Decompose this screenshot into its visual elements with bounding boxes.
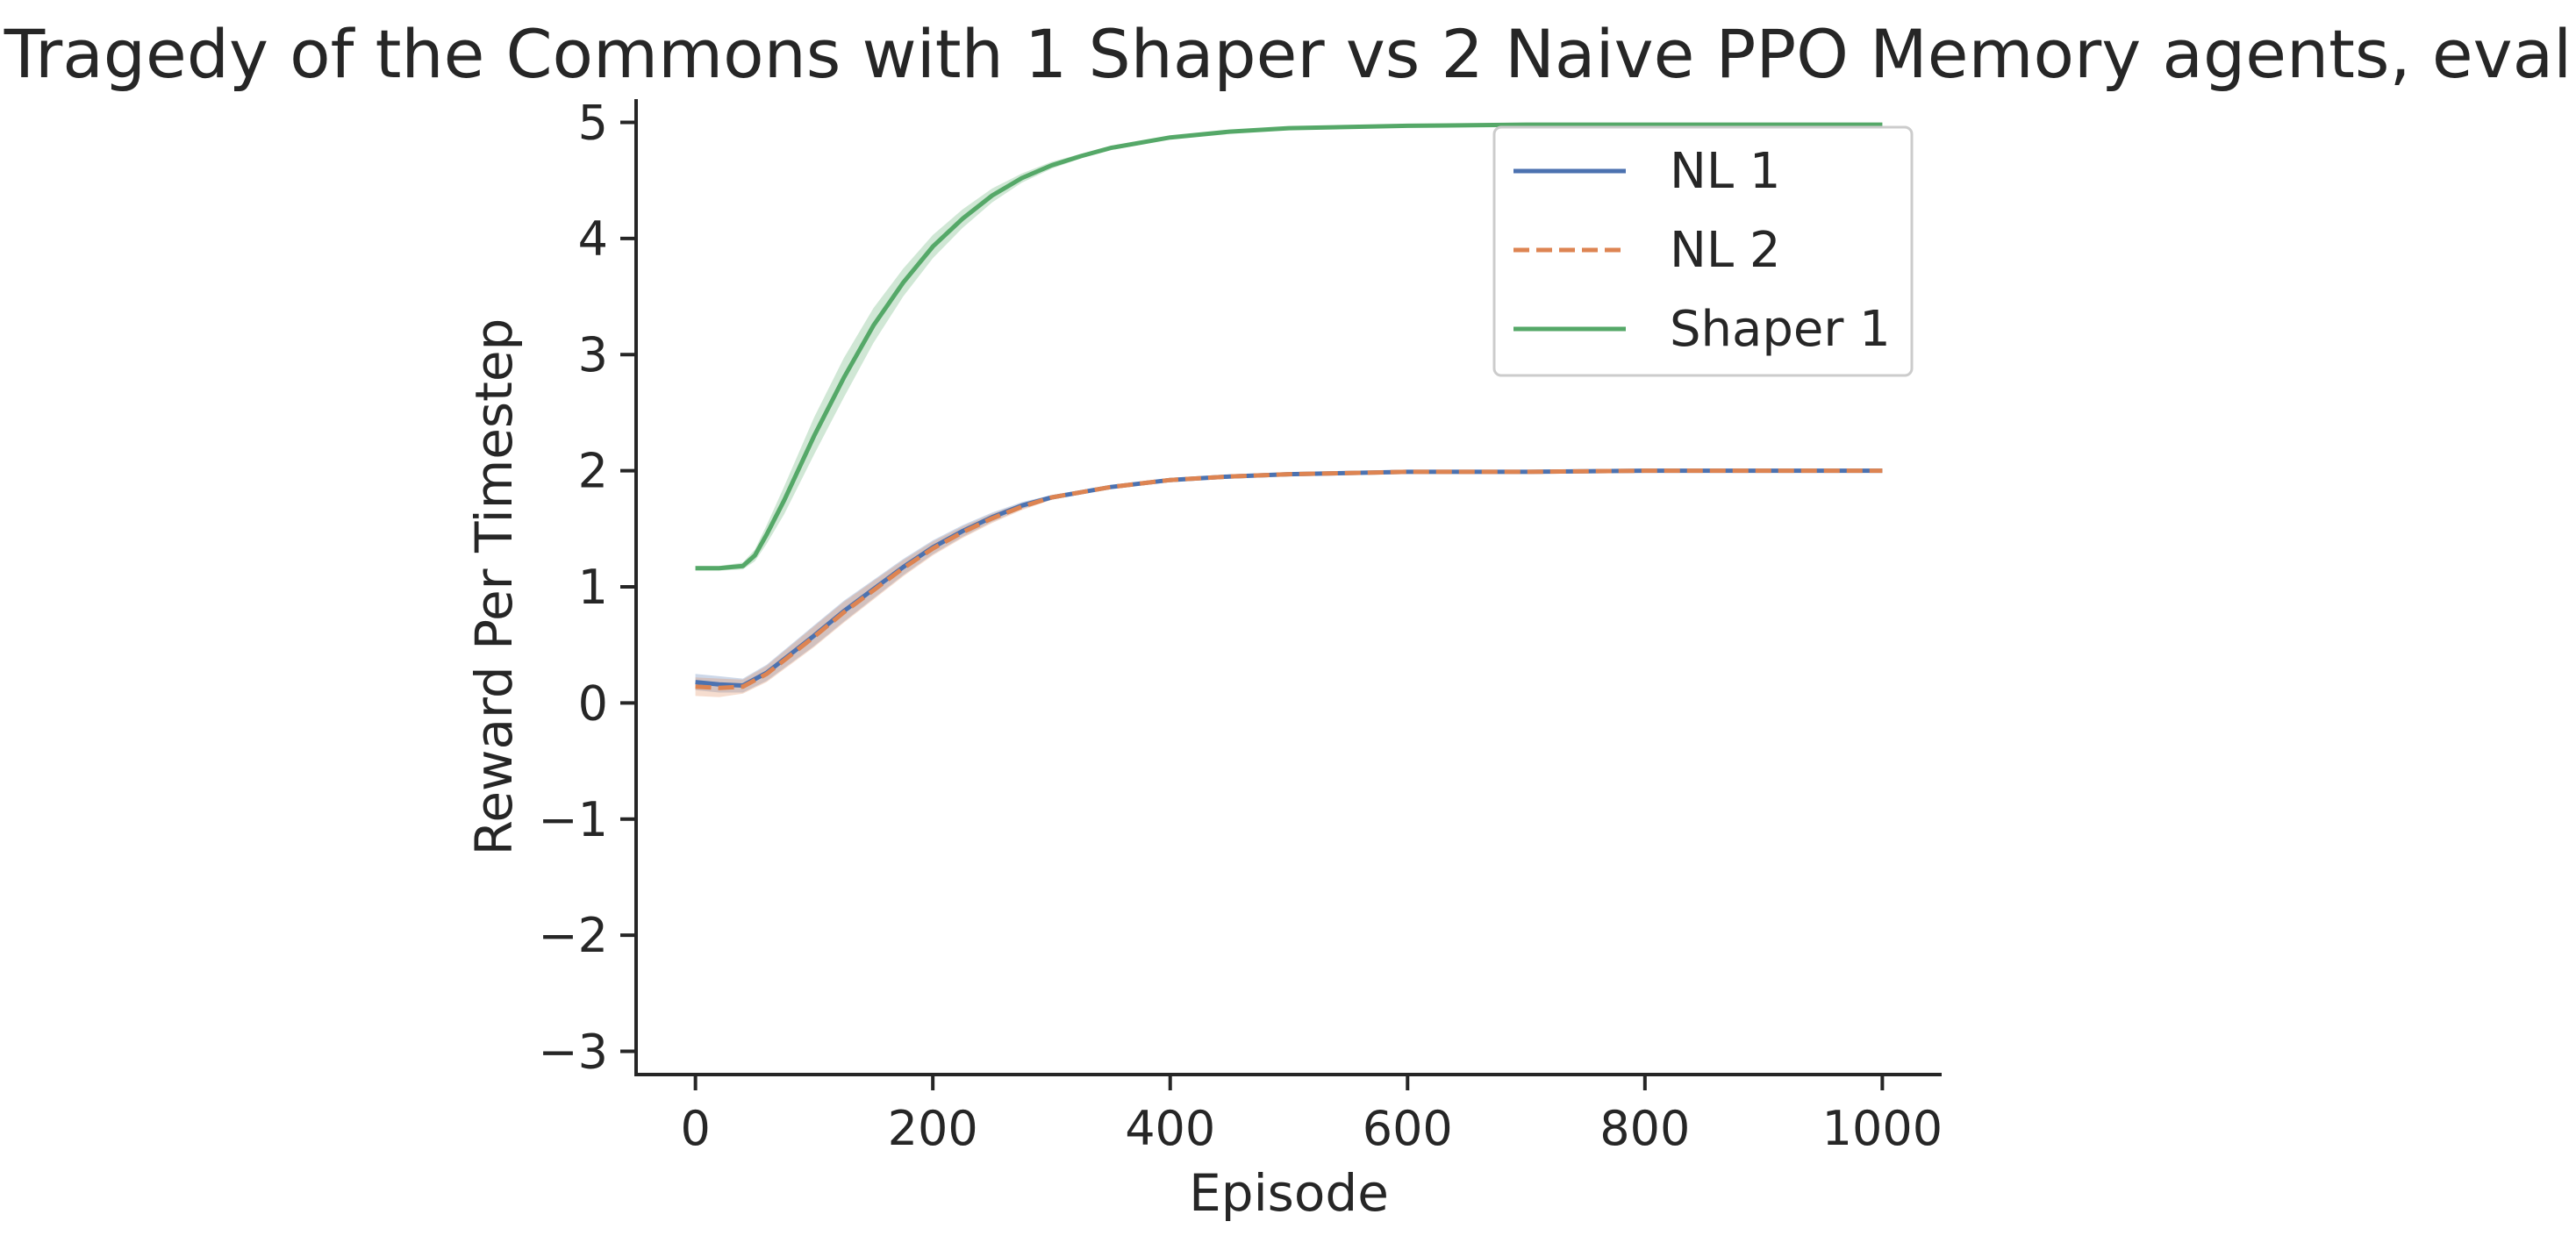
legend-label: NL 1 <box>1670 143 1781 200</box>
y-tick-label: −1 <box>538 792 608 847</box>
y-tick-label: 0 <box>578 675 608 731</box>
y-tick-label: 4 <box>578 211 608 267</box>
chart-title: Tragedy of the Commons with 1 Shaper vs … <box>4 15 2572 93</box>
y-tick-label: −2 <box>538 908 608 963</box>
line-nl-2 <box>695 468 1883 690</box>
x-tick-label: 800 <box>1599 1101 1690 1156</box>
y-axis-label: Reward Per Timestep <box>464 318 524 856</box>
y-tick-label: 5 <box>578 95 608 150</box>
x-ticks: 0 200 400 600 800 1000 <box>680 1075 1943 1156</box>
line-nl-1 <box>695 468 1883 688</box>
y-tick-label: −3 <box>538 1025 608 1080</box>
legend-label: Shaper 1 <box>1670 301 1891 358</box>
x-tick-label: 1000 <box>1822 1101 1943 1156</box>
x-tick-label: 400 <box>1125 1101 1215 1156</box>
band-nl-2 <box>695 469 1883 697</box>
legend: NL 1 NL 2 Shaper 1 <box>1492 125 1914 377</box>
y-ticks: −3 −2 −1 0 1 2 3 4 5 <box>538 95 636 1080</box>
legend-label: NL 2 <box>1670 222 1781 279</box>
x-tick-label: 200 <box>888 1101 978 1156</box>
legend-frame <box>1492 125 1914 377</box>
x-axis-label: Episode <box>1189 1163 1389 1223</box>
legend-items: NL 1 NL 2 Shaper 1 <box>1513 143 1891 358</box>
x-tick-label: 0 <box>680 1101 710 1156</box>
y-tick-label: 2 <box>578 444 608 499</box>
x-tick-label: 600 <box>1363 1101 1453 1156</box>
line-shaper-1 <box>695 122 1883 571</box>
y-tick-label: 1 <box>578 560 608 615</box>
y-tick-label: 3 <box>578 327 608 382</box>
series-lines <box>695 122 1883 690</box>
